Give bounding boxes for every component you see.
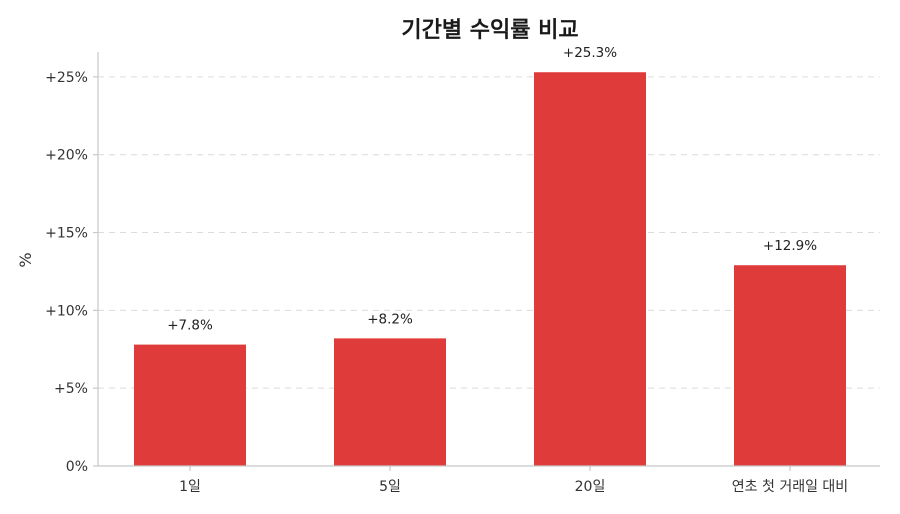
data-label: +12.9% <box>763 238 817 254</box>
x-tick-label: 20일 <box>575 479 606 495</box>
x-axis-ticks: 1일 5일 20일 연초 첫 거래일 대비 <box>179 466 848 495</box>
y-tick-label: +10% <box>45 303 88 319</box>
x-tick-label: 연초 첫 거래일 대비 <box>732 479 848 495</box>
y-axis-ticks: 0% +5% +10% +15% +20% +25% <box>45 70 98 475</box>
bar <box>134 344 246 466</box>
y-tick-label: +15% <box>45 226 88 242</box>
y-tick-label: +5% <box>54 381 88 397</box>
data-labels: +7.8% +8.2% +25.3% +12.9% <box>167 45 817 333</box>
y-axis-label: % <box>16 252 35 267</box>
x-tick-label: 5일 <box>379 479 401 495</box>
data-label: +8.2% <box>367 311 413 327</box>
bar <box>734 265 846 466</box>
bar <box>334 338 446 466</box>
y-tick-label: +20% <box>45 148 88 164</box>
y-tick-label: 0% <box>66 459 88 475</box>
y-tick-label: +25% <box>45 70 88 86</box>
bar <box>534 72 646 466</box>
chart-title: 기간별 수익률 비교 <box>401 18 578 43</box>
x-tick-label: 1일 <box>179 479 201 495</box>
data-label: +25.3% <box>563 45 617 61</box>
bars <box>134 72 846 466</box>
data-label: +7.8% <box>167 318 213 334</box>
